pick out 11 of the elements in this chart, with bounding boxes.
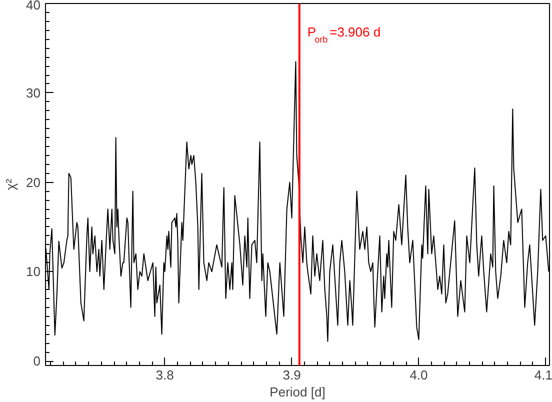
x-tick-label: 3.8 [156, 368, 174, 382]
y-tick-label: 30 [26, 85, 41, 100]
y-axis-title: χ² [3, 178, 18, 190]
x-tick-label: 4.1 [534, 368, 552, 382]
y-tick-label: 0 [33, 354, 41, 369]
y-tick-label: 10 [26, 264, 41, 280]
x-tick-label: 4.0 [410, 368, 428, 382]
x-tick-label: 3.9 [282, 368, 301, 382]
x-axis-title: Period [d] [270, 384, 326, 400]
y-tick-label: 20 [26, 174, 41, 190]
y-tick-label: 40 [26, 0, 41, 12]
